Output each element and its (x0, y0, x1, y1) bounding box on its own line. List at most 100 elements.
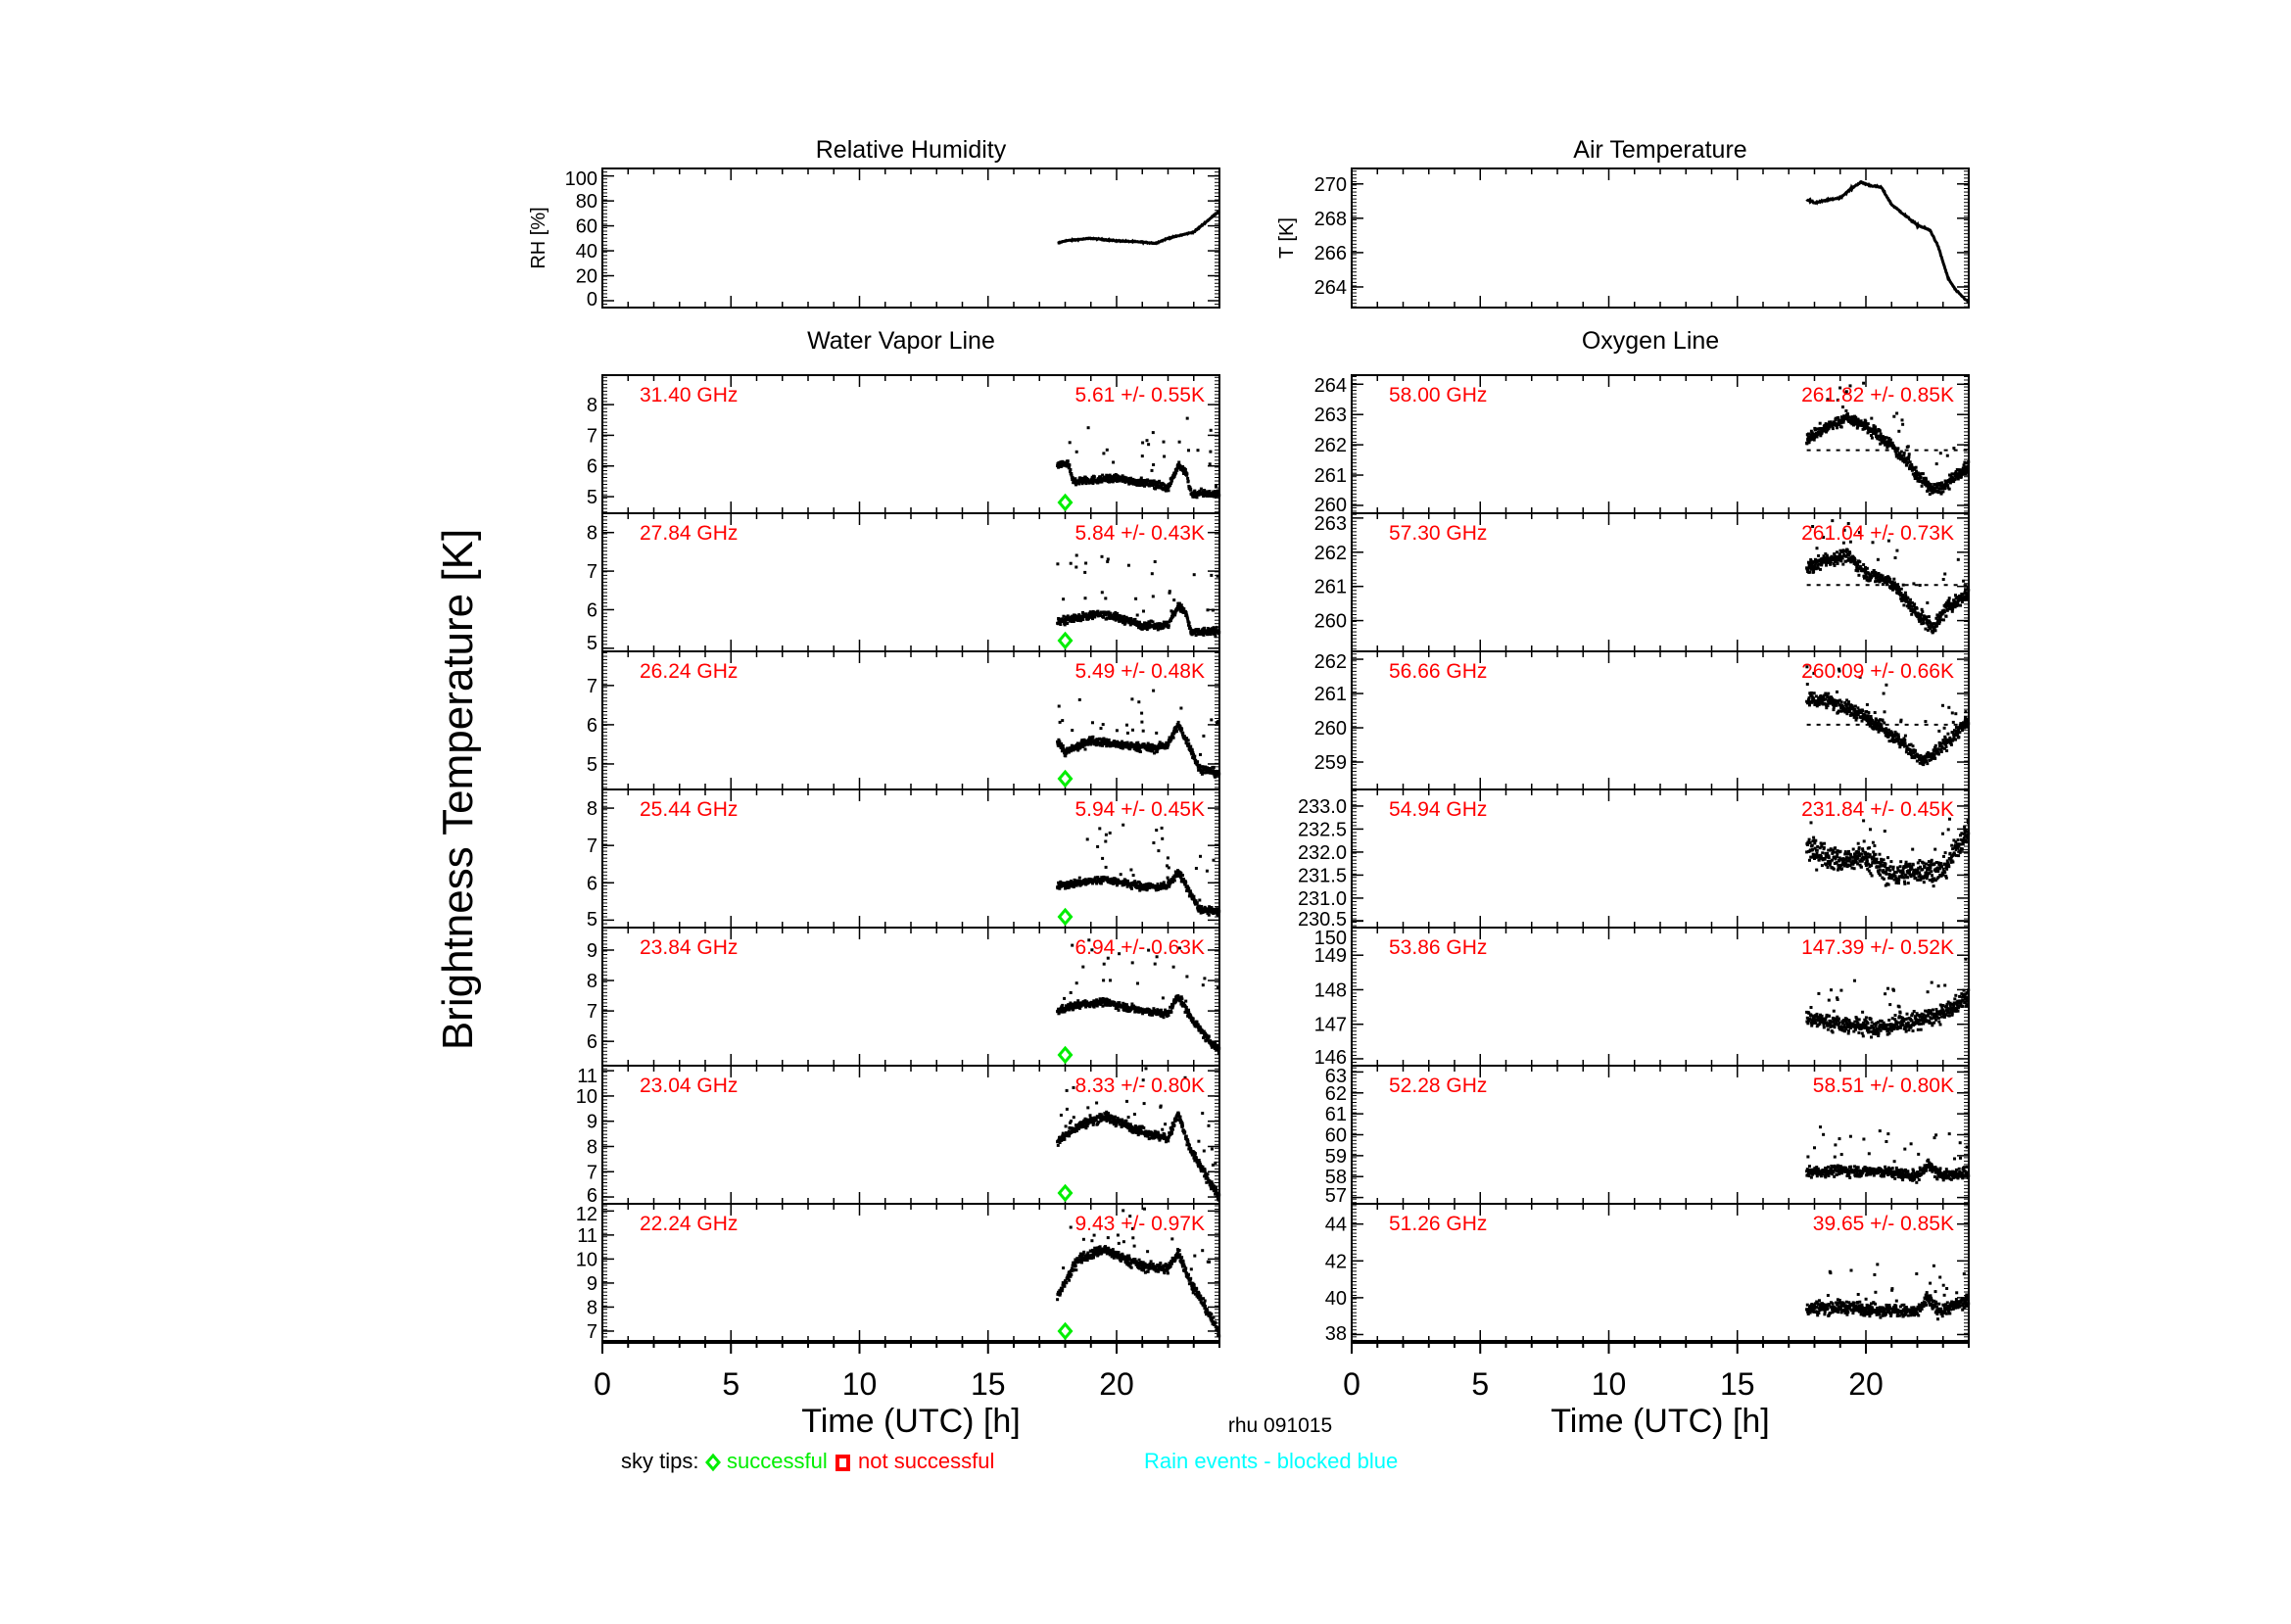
y-tick-label: 8 (587, 523, 597, 545)
data-point (1167, 877, 1169, 880)
y-tick-label: 7 (587, 561, 597, 583)
data-point (1082, 1238, 1085, 1241)
data-point (1118, 1242, 1121, 1245)
data-point (1086, 1106, 1089, 1109)
data-point (1163, 1271, 1166, 1274)
stats-label: 5.61 +/- 0.55K (1074, 384, 1205, 406)
data-point (1208, 914, 1211, 917)
data-point (1101, 857, 1104, 860)
data-point (1131, 729, 1134, 732)
data-point (1109, 979, 1112, 981)
data-point (1105, 834, 1108, 836)
data-point (1168, 866, 1170, 869)
data-point (1146, 1250, 1149, 1253)
data-point (1161, 827, 1164, 830)
y-tick-label: 8 (587, 395, 597, 416)
frequency-label: 27.84 GHz (640, 522, 738, 545)
data-point (1083, 571, 1086, 574)
frequency-label: 26.24 GHz (640, 660, 738, 683)
data-point (1175, 730, 1178, 733)
data-point (1100, 883, 1103, 885)
data-point (1185, 976, 1188, 979)
data-point (1217, 631, 1220, 634)
data-point (1130, 887, 1133, 890)
stats-label: 6.94 +/- 0.63K (1074, 936, 1205, 959)
data-point (1172, 598, 1175, 601)
data-point (1152, 841, 1155, 844)
data-point (1140, 712, 1143, 715)
data-point (1087, 426, 1090, 429)
y-tick-label: 20 (576, 266, 597, 288)
y-tick-label: 7 (587, 1321, 597, 1343)
data-point (1178, 441, 1181, 444)
data-point (1163, 1016, 1166, 1019)
data-point (1151, 572, 1154, 575)
data-point (1217, 575, 1219, 578)
data-point (1069, 468, 1072, 471)
data-point (1142, 1126, 1145, 1129)
data-point (1078, 698, 1081, 701)
data-point (1114, 1116, 1117, 1119)
data-point (1102, 979, 1105, 981)
data-point (1091, 736, 1094, 739)
data-point (1152, 431, 1155, 434)
data-point (1112, 461, 1115, 464)
data-point (1155, 829, 1158, 832)
data-point (1197, 1140, 1200, 1143)
data-point (1188, 621, 1191, 624)
y-tick-label: 10 (576, 1249, 597, 1270)
data-point (1187, 1273, 1190, 1276)
data-point (1130, 1266, 1133, 1269)
data-point (1065, 1281, 1068, 1284)
y-tick-label: 12 (576, 1204, 597, 1225)
data-point (1070, 1120, 1073, 1122)
data-point (1185, 472, 1188, 475)
data-point (1143, 485, 1146, 488)
data-point (1107, 557, 1110, 560)
data-point (1199, 1295, 1202, 1298)
data-point (1210, 1313, 1213, 1315)
y-tick-label: 5 (587, 487, 597, 508)
data-point (1152, 595, 1155, 597)
y-tick-label: 6 (587, 1031, 597, 1053)
data-line (1807, 182, 1969, 303)
data-point (1187, 480, 1190, 483)
y-tick-label: 6 (587, 873, 597, 894)
data-point (1150, 1260, 1153, 1263)
data-point (1180, 997, 1183, 1000)
data-point (1143, 1102, 1146, 1105)
data-point (1071, 729, 1074, 732)
data-point (1126, 732, 1129, 735)
data-point (1167, 1139, 1169, 1142)
y-tick-label: 0 (587, 289, 597, 310)
y-tick-label: 5 (587, 909, 597, 931)
data-point (1091, 721, 1094, 724)
data-point (1081, 966, 1084, 969)
data-point (1203, 977, 1206, 979)
data-point (1179, 1116, 1182, 1119)
data-point (1086, 837, 1089, 840)
data-point (1071, 944, 1074, 947)
data-point (1168, 624, 1170, 627)
data-point (1109, 832, 1112, 835)
frequency-label: 31.40 GHz (640, 384, 738, 406)
data-point (1164, 1122, 1167, 1125)
data-point (1081, 618, 1084, 621)
data-point (1116, 729, 1119, 732)
data-point (1186, 417, 1189, 420)
sky-tip-success-marker (1060, 772, 1072, 786)
data-point (1196, 1021, 1199, 1024)
data-point (1062, 1266, 1065, 1269)
data-point (1137, 700, 1140, 703)
data-point (1188, 1144, 1191, 1147)
data-point (1193, 573, 1196, 576)
data-point (1074, 566, 1077, 569)
data-point (1187, 742, 1190, 745)
data-point (1199, 855, 1202, 858)
data-point (1173, 880, 1176, 883)
data-point (1217, 1199, 1220, 1202)
y-tick-label: 266 (1314, 243, 1347, 264)
